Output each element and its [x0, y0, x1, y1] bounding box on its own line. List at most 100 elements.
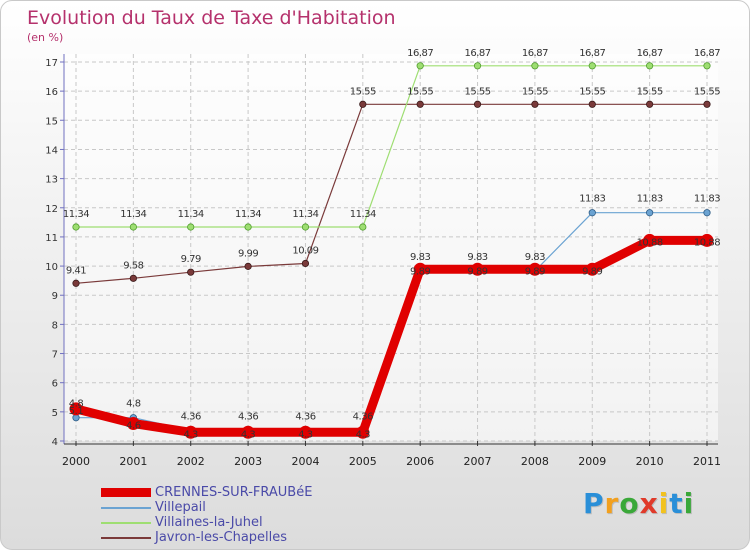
data-label: 9.83 [525, 252, 545, 263]
legend-label: Villaines-la-Juhel [155, 515, 263, 530]
data-point [413, 262, 427, 276]
data-label: 4.36 [238, 412, 258, 423]
y-tick-label: 4 [52, 437, 58, 448]
x-tick-label: 2005 [349, 455, 377, 468]
data-label: 10.88 [694, 237, 720, 248]
data-point [301, 223, 310, 231]
chart-title: Evolution du Taux de Taxe d'Habitation [27, 7, 396, 29]
data-label: 9.89 [582, 266, 602, 277]
data-label: 16.87 [407, 48, 433, 59]
logo-letter: i [683, 487, 695, 520]
data-point [244, 223, 252, 231]
x-tick-label: 2008 [521, 455, 549, 468]
data-point [416, 100, 424, 108]
y-tick-label: 9 [52, 291, 58, 302]
y-tick-label: 8 [52, 320, 58, 331]
data-label: 16.87 [522, 48, 548, 59]
data-label: 9.83 [467, 252, 487, 263]
legend-swatch [101, 536, 151, 539]
y-tick-label: 15 [45, 116, 58, 127]
data-point [359, 100, 367, 108]
x-tick-label: 2006 [406, 455, 434, 468]
data-label: 5.1 [69, 406, 84, 417]
logo-letter: o [619, 487, 640, 520]
logo-letter: P [583, 487, 605, 520]
logo-letter: t [669, 487, 684, 520]
logo-letter: x [639, 487, 659, 520]
data-label: 11.34 [120, 209, 146, 220]
data-label: 4.6 [126, 421, 141, 432]
data-label: 4.3 [184, 429, 199, 440]
series-line-3 [75, 103, 708, 284]
x-tick-label: 2003 [234, 455, 262, 468]
data-label: 11.34 [292, 209, 318, 220]
logo-letter: r [604, 487, 620, 520]
data-label: 11.83 [694, 194, 720, 205]
data-point [356, 425, 370, 439]
data-label: 9.83 [410, 252, 430, 263]
x-tick-label: 2009 [578, 455, 606, 468]
x-tick-label: 2011 [693, 455, 721, 468]
data-point [646, 209, 654, 217]
data-point [531, 100, 539, 108]
data-label: 9.89 [525, 266, 545, 277]
data-point [703, 209, 711, 217]
data-point [471, 262, 485, 276]
data-point [531, 62, 539, 70]
data-label: 15.55 [407, 86, 433, 97]
data-point [298, 425, 312, 439]
data-label: 4.8 [69, 399, 84, 410]
data-point [588, 209, 596, 217]
data-point [588, 62, 596, 70]
data-point [187, 268, 195, 276]
x-tick-label: 2002 [177, 455, 205, 468]
data-point [244, 262, 252, 270]
data-label: 11.83 [637, 194, 663, 205]
data-point [301, 259, 310, 268]
legend-label: CRENNES-SUR-FRAUBéE [155, 485, 313, 500]
data-point [528, 262, 542, 276]
y-tick-label: 13 [45, 175, 58, 186]
data-point [473, 100, 482, 108]
y-tick-label: 17 [45, 58, 58, 69]
data-label: 4.8 [126, 399, 141, 410]
logo-letter: i [658, 487, 670, 520]
data-label: 15.55 [464, 86, 490, 97]
proxiti-logo: Proxiti [583, 487, 694, 520]
series-line-0 [71, 235, 712, 437]
data-point [241, 425, 255, 439]
y-tick-label: 7 [52, 350, 58, 361]
data-label: 4.3 [356, 429, 371, 440]
x-tick-label: 2007 [464, 455, 492, 468]
data-point [643, 233, 657, 247]
data-point [588, 100, 596, 108]
y-tick-label: 10 [45, 262, 58, 273]
data-label: 16.87 [579, 48, 605, 59]
data-label: 16.87 [464, 48, 490, 59]
data-label: 9.79 [181, 254, 201, 265]
data-label: 4.3 [241, 429, 256, 440]
data-point [585, 262, 599, 276]
data-point [184, 425, 198, 439]
legend-swatch [101, 521, 151, 524]
data-label: 4.36 [353, 412, 373, 423]
legend-label: Villepail [155, 500, 206, 515]
data-point [703, 100, 711, 108]
plot-area [64, 54, 718, 441]
data-label: 11.34 [63, 209, 89, 220]
data-label: 15.55 [350, 86, 376, 97]
data-label: 9.58 [123, 260, 143, 271]
legend-swatch [101, 506, 151, 509]
data-label: 15.55 [522, 86, 548, 97]
data-point [359, 223, 367, 231]
data-point [473, 62, 482, 70]
data-point [129, 274, 137, 282]
data-label: 15.55 [579, 86, 605, 97]
legend-swatch [101, 488, 151, 497]
data-point [646, 62, 654, 70]
x-tick-label: 2010 [636, 455, 664, 468]
data-label: 9.89 [467, 266, 487, 277]
data-label: 11.83 [579, 194, 605, 205]
data-label: 10.09 [292, 245, 318, 256]
